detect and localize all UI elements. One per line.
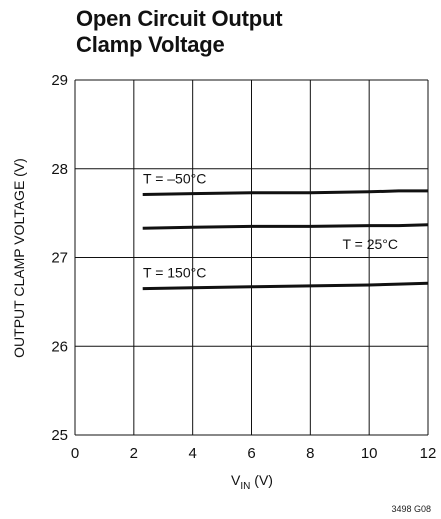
x-tick-label: 10 bbox=[361, 445, 378, 462]
grid bbox=[74, 79, 429, 436]
series-label-1: T = 25°C bbox=[342, 236, 398, 252]
x-tick-label: 12 bbox=[420, 445, 437, 462]
x-tick-label: 8 bbox=[306, 445, 314, 462]
series-line-1 bbox=[142, 223, 429, 230]
x-axis-label-main: V bbox=[231, 472, 241, 488]
series-label-2: T = 150°C bbox=[143, 265, 206, 281]
y-axis-label: OUTPUT CLAMP VOLTAGE (V) bbox=[11, 158, 27, 358]
series-line-0 bbox=[142, 189, 428, 196]
y-tick-label: 27 bbox=[51, 250, 68, 267]
x-tick-label: 4 bbox=[188, 445, 196, 462]
figure-id: 3498 G08 bbox=[391, 504, 431, 514]
x-axis-label-unit: (V) bbox=[250, 472, 273, 488]
series-lines bbox=[142, 189, 429, 291]
y-tick-label: 28 bbox=[51, 161, 68, 178]
series-line-2 bbox=[142, 281, 429, 291]
series-labels: T = –50°C T = 25°C T = 150°C bbox=[143, 170, 398, 280]
chart-title-line1: Open Circuit Output bbox=[76, 6, 283, 31]
x-tick-label: 6 bbox=[247, 445, 255, 462]
y-tick-label: 25 bbox=[51, 427, 68, 444]
y-tick-label: 26 bbox=[51, 338, 68, 355]
tick-labels: 0 2 4 6 8 10 12 25 26 27 28 29 bbox=[51, 72, 436, 462]
x-tick-label: 2 bbox=[130, 445, 138, 462]
series-label-0: T = –50°C bbox=[143, 170, 206, 186]
chart-title: Open Circuit Output Clamp Voltage bbox=[76, 6, 283, 58]
y-tick-label: 29 bbox=[51, 72, 68, 89]
x-axis-label: VIN (V) bbox=[231, 472, 273, 492]
x-axis-label-sub: IN bbox=[240, 481, 250, 492]
x-tick-label: 0 bbox=[71, 445, 79, 462]
chart-title-line2: Clamp Voltage bbox=[76, 32, 225, 57]
